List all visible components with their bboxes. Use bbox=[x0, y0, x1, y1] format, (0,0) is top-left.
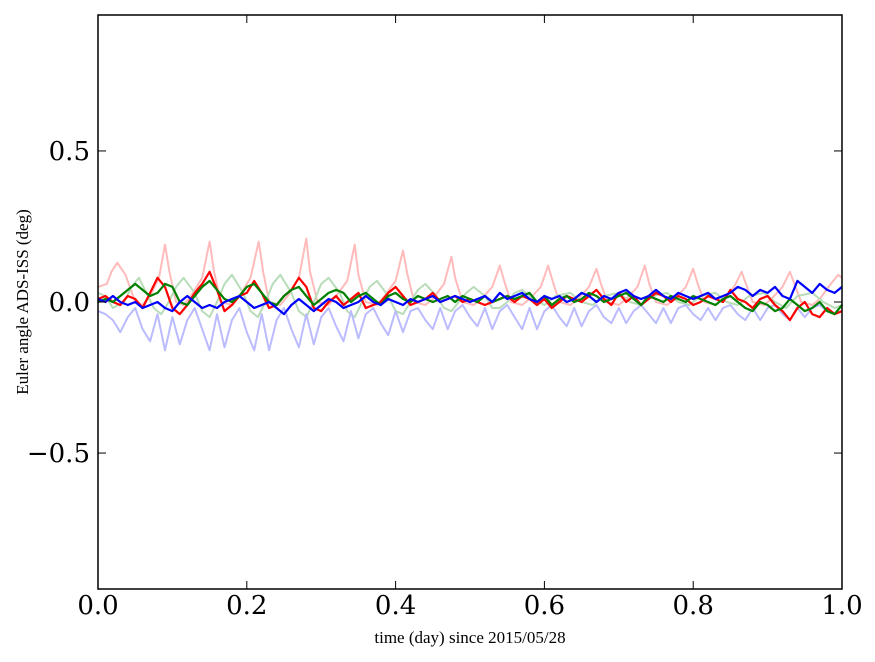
series-line-3 bbox=[97, 304, 843, 352]
x-tick-label: 0.0 bbox=[77, 591, 118, 621]
y-tick-label: 0.5 bbox=[49, 137, 90, 167]
y-axis-label: Euler angle ADS-ISS (deg) bbox=[13, 209, 32, 395]
x-axis-label: time (day) since 2015/05/28 bbox=[374, 628, 565, 647]
series-layer bbox=[97, 237, 843, 352]
x-tick-label: 0.6 bbox=[524, 591, 565, 621]
series-line-2 bbox=[97, 273, 843, 319]
y-tick-label: −0.5 bbox=[27, 439, 90, 469]
x-tick-label: 0.8 bbox=[673, 591, 714, 621]
series-line-6 bbox=[97, 279, 843, 316]
series-line-5 bbox=[97, 279, 843, 316]
y-tick-label: 0.0 bbox=[49, 288, 90, 318]
x-tick-label: 1.0 bbox=[821, 591, 862, 621]
x-tick-label: 0.2 bbox=[226, 591, 267, 621]
plot-frame bbox=[97, 14, 843, 590]
x-tick-label: 0.4 bbox=[375, 591, 416, 621]
tick-layer: 0.0 0.2 0.4 0.6 0.8 1.0 −0.5 0.0 0.5 bbox=[27, 15, 863, 621]
